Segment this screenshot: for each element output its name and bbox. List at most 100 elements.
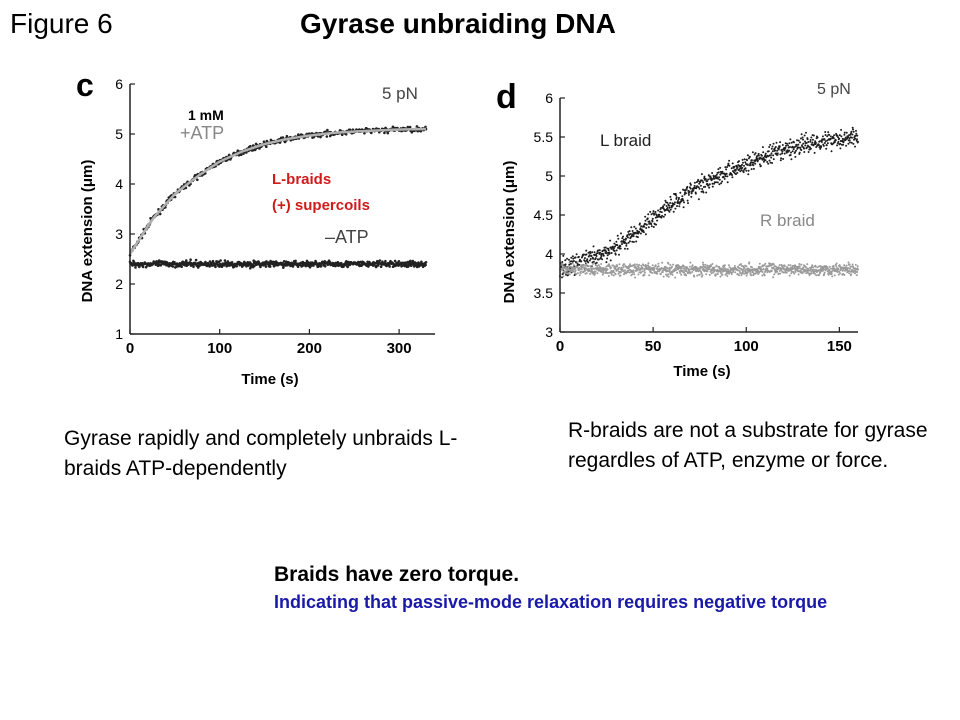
data-point	[585, 264, 588, 267]
data-point	[730, 273, 733, 275]
data-point	[841, 266, 843, 269]
data-point	[847, 267, 849, 269]
data-point	[376, 264, 380, 267]
data-point	[725, 168, 728, 171]
data-point	[624, 247, 626, 250]
data-point	[258, 147, 261, 150]
data-point	[851, 136, 853, 139]
data-point	[607, 249, 610, 252]
data-point	[644, 233, 647, 236]
data-point	[749, 161, 752, 164]
data-point	[764, 262, 767, 265]
data-point	[196, 178, 199, 182]
data-point	[647, 264, 650, 267]
data-point	[738, 160, 740, 163]
data-point	[572, 257, 575, 260]
y-tick-label: 5.5	[534, 129, 554, 145]
data-point	[619, 245, 622, 248]
data-point	[662, 275, 665, 278]
data-point	[810, 272, 813, 275]
data-point	[816, 266, 819, 269]
data-point	[623, 263, 626, 266]
data-point	[679, 191, 682, 194]
data-point	[813, 151, 816, 154]
data-point	[626, 247, 629, 250]
data-point	[678, 205, 681, 208]
data-point	[406, 265, 410, 268]
data-point	[774, 146, 777, 148]
data-point	[816, 136, 819, 139]
data-point	[620, 271, 622, 274]
data-point	[591, 251, 594, 254]
data-point	[779, 272, 782, 275]
data-point	[750, 159, 753, 162]
data-point	[748, 268, 751, 271]
data-point	[568, 263, 571, 266]
data-point	[811, 138, 814, 141]
data-point	[781, 152, 784, 155]
data-point	[643, 269, 646, 272]
data-point	[668, 269, 671, 272]
data-point	[636, 263, 638, 266]
data-point	[650, 223, 653, 226]
data-point	[633, 273, 636, 276]
data-point	[769, 161, 772, 164]
data-point	[639, 227, 642, 230]
data-point	[627, 265, 630, 268]
data-point	[730, 167, 733, 170]
data-point	[778, 146, 781, 149]
data-point	[698, 273, 701, 276]
data-point	[744, 167, 747, 170]
data-point	[713, 270, 716, 273]
data-point	[173, 261, 176, 264]
data-point	[726, 175, 729, 178]
data-point	[779, 159, 782, 162]
data-point	[783, 268, 786, 271]
data-point	[657, 265, 660, 268]
data-point	[819, 265, 822, 267]
data-point	[767, 150, 770, 153]
data-point	[845, 264, 848, 267]
data-point	[848, 270, 851, 272]
data-point	[774, 271, 777, 274]
data-point	[831, 267, 834, 270]
data-point	[577, 255, 580, 258]
data-point	[586, 258, 589, 261]
data-point	[826, 135, 829, 138]
data-point	[770, 270, 773, 272]
data-point	[614, 268, 617, 271]
data-point	[731, 176, 734, 179]
data-point	[689, 261, 692, 264]
y-tick-label: 1	[115, 326, 123, 342]
data-point	[408, 125, 412, 129]
data-point	[706, 180, 709, 183]
data-point	[656, 272, 659, 275]
data-point	[783, 149, 786, 152]
data-point	[801, 136, 804, 139]
data-point	[812, 266, 814, 269]
data-point	[572, 260, 575, 262]
data-point	[745, 169, 748, 172]
data-point	[838, 137, 841, 140]
data-point	[750, 274, 753, 277]
data-point	[789, 154, 792, 156]
data-point	[786, 142, 789, 145]
data-point	[698, 269, 701, 272]
data-point	[638, 222, 641, 225]
data-point	[185, 259, 188, 262]
data-point	[702, 191, 705, 194]
data-point	[608, 265, 611, 268]
data-point	[588, 254, 591, 257]
data-point	[718, 176, 721, 179]
data-point	[748, 155, 751, 158]
data-point	[628, 266, 631, 269]
data-point	[649, 270, 652, 273]
data-point	[219, 259, 222, 262]
data-point	[678, 202, 681, 205]
data-point	[786, 266, 788, 268]
data-point	[608, 252, 611, 255]
data-point	[597, 258, 600, 261]
data-point	[242, 152, 245, 155]
data-point	[605, 261, 608, 264]
data-point	[831, 275, 834, 278]
